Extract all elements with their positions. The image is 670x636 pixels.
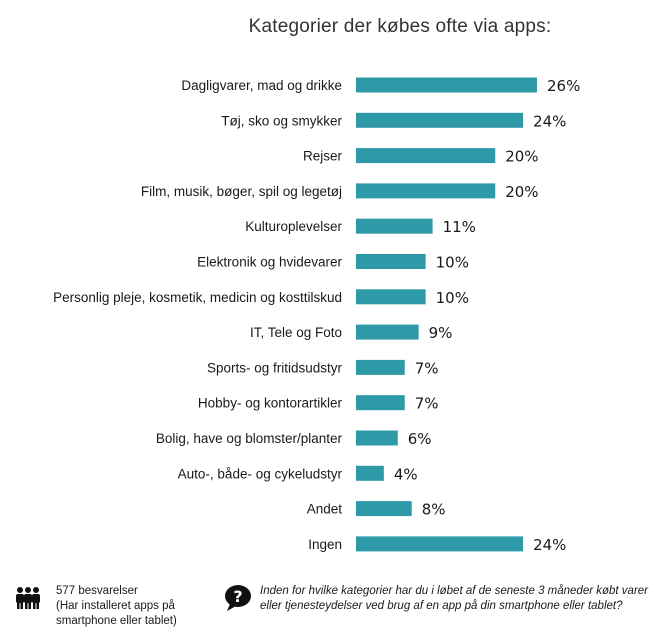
- category-label: Tøj, sko og smykker: [221, 113, 342, 128]
- data-label: 24%: [533, 112, 566, 130]
- bar: [356, 430, 398, 446]
- bar: [356, 465, 384, 481]
- chart-title: Kategorier der købes ofte via apps:: [248, 16, 552, 37]
- question-mark-icon: ?: [225, 585, 251, 611]
- data-label: 9%: [429, 324, 453, 342]
- respondents-text: 577 besvarelser (Har installeret apps på…: [56, 584, 226, 629]
- bar: [356, 501, 412, 517]
- bar: [356, 395, 405, 411]
- category-label: Dagligvarer, mad og drikke: [181, 78, 342, 93]
- data-label: 8%: [422, 501, 446, 519]
- category-label: Sports- og fritidsudstyr: [207, 360, 343, 375]
- category-label: Bolig, have og blomster/planter: [156, 431, 343, 446]
- bar: [356, 77, 537, 93]
- bar: [356, 148, 496, 164]
- data-label: 11%: [443, 218, 476, 236]
- category-label: Ingen: [308, 537, 342, 552]
- bar: [356, 218, 433, 234]
- data-label: 24%: [533, 536, 566, 554]
- question-text: Inden for hvilke kategorier har du i løb…: [260, 585, 649, 612]
- data-label: 7%: [415, 359, 439, 377]
- category-label: IT, Tele og Foto: [250, 325, 342, 340]
- category-label: Rejser: [303, 149, 343, 164]
- bar: [356, 536, 524, 552]
- bar: [356, 254, 426, 269]
- data-label: 20%: [505, 148, 538, 166]
- respondents-count: 577 besvarelser: [56, 585, 138, 597]
- respondents-note: (Har installeret apps på smartphone elle…: [56, 600, 177, 627]
- category-label: Elektronik og hvidevarer: [197, 255, 342, 270]
- category-label: Andet: [307, 502, 343, 517]
- data-label: 10%: [436, 289, 469, 307]
- bar: [356, 183, 496, 199]
- bar-chart: Dagligvarer, mad og drikke 26% Tøj, sko og…: [53, 77, 580, 554]
- bar: [356, 359, 405, 375]
- data-label: 26%: [547, 77, 580, 95]
- data-label: 4%: [394, 465, 418, 483]
- category-label: Hobby- og kontorartikler: [198, 396, 343, 411]
- data-label: 6%: [408, 430, 432, 448]
- svg-text:?: ?: [233, 587, 242, 606]
- category-label: Kulturoplevelser: [245, 219, 342, 234]
- bar: [356, 112, 524, 128]
- people-icon: [16, 587, 40, 609]
- category-label: Personlig pleje, kosmetik, medicin og ko…: [53, 290, 342, 305]
- data-label: 20%: [505, 183, 538, 201]
- data-label: 10%: [436, 254, 469, 272]
- bar: [356, 289, 426, 305]
- bar: [356, 324, 419, 340]
- category-label: Auto-, både- og cykeludstyr: [178, 466, 343, 481]
- data-label: 7%: [415, 395, 439, 413]
- category-label: Film, musik, bøger, spil og legetøj: [141, 184, 342, 199]
